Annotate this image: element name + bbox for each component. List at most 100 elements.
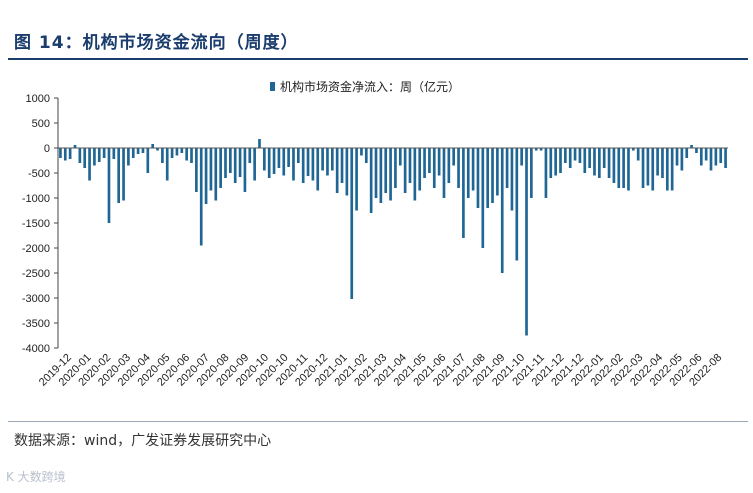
bar xyxy=(282,148,286,176)
bar xyxy=(578,148,582,163)
bar xyxy=(59,148,62,158)
bar xyxy=(452,148,456,166)
bar xyxy=(617,148,621,188)
bar xyxy=(602,148,606,168)
bar xyxy=(491,148,494,203)
bar xyxy=(680,148,684,171)
bar xyxy=(272,148,276,174)
bar xyxy=(258,139,261,148)
bar xyxy=(622,148,625,188)
bar xyxy=(369,148,373,213)
bar xyxy=(248,148,252,163)
figure-title: 图 14：机构市场资金流向（周度） xyxy=(14,33,299,53)
bar xyxy=(219,148,222,188)
bar xyxy=(170,148,174,158)
bar xyxy=(83,148,87,168)
bar xyxy=(209,148,213,191)
bar xyxy=(394,148,397,188)
bar xyxy=(292,148,295,181)
bar xyxy=(554,148,557,176)
bar xyxy=(486,148,490,208)
bar xyxy=(651,148,655,191)
bar xyxy=(267,148,271,178)
y-tick-label: -1500 xyxy=(22,218,50,230)
bar xyxy=(199,148,203,246)
bar xyxy=(311,148,315,181)
bar xyxy=(287,148,290,167)
bar xyxy=(321,148,324,171)
y-tick-label: -2500 xyxy=(22,268,50,280)
bar xyxy=(568,148,572,168)
bar xyxy=(296,148,300,163)
bar xyxy=(224,148,227,178)
bar xyxy=(185,148,188,161)
bar xyxy=(243,148,247,192)
bar xyxy=(685,148,689,158)
bar xyxy=(112,148,116,159)
bar xyxy=(549,148,553,178)
bar xyxy=(627,148,630,191)
bar xyxy=(146,148,150,173)
bar xyxy=(165,148,169,181)
legend-swatch xyxy=(270,82,275,91)
bar xyxy=(675,148,679,166)
bar xyxy=(345,148,349,196)
bar xyxy=(175,148,179,156)
bar xyxy=(534,148,538,151)
bar xyxy=(131,148,135,158)
bar xyxy=(530,148,533,198)
bar xyxy=(670,148,674,191)
bar xyxy=(195,148,198,192)
y-tick-label: 0 xyxy=(44,143,50,155)
bar xyxy=(544,148,548,198)
bar xyxy=(641,148,645,188)
bar xyxy=(695,148,698,153)
bar xyxy=(588,148,591,168)
bar xyxy=(180,148,184,153)
bar xyxy=(631,148,635,151)
bar xyxy=(442,148,446,198)
bar xyxy=(476,148,480,208)
bar xyxy=(437,148,441,176)
y-tick-label: -2000 xyxy=(22,243,50,255)
bar xyxy=(335,148,339,193)
bar xyxy=(665,148,669,191)
bar xyxy=(156,148,159,151)
bar xyxy=(253,148,256,181)
source-divider xyxy=(8,421,748,422)
bar xyxy=(699,148,703,166)
bar xyxy=(93,148,96,166)
bar xyxy=(510,148,514,211)
bar xyxy=(496,148,499,196)
bar xyxy=(505,148,509,188)
bar xyxy=(466,148,470,198)
bar xyxy=(709,148,713,171)
legend-label: 机构市场资金净流入：周（亿元） xyxy=(280,79,460,94)
bar xyxy=(360,148,363,156)
bar xyxy=(316,148,320,191)
bar xyxy=(539,148,543,151)
bar xyxy=(117,148,121,203)
bar xyxy=(151,144,155,148)
bar xyxy=(471,148,475,191)
bar xyxy=(122,148,125,201)
bar xyxy=(63,148,67,161)
bar xyxy=(379,148,383,203)
bar xyxy=(583,148,587,173)
bar xyxy=(432,148,436,188)
bar xyxy=(515,148,519,261)
bar xyxy=(263,148,266,171)
watermark: K 大数跨境 xyxy=(6,470,66,484)
bar xyxy=(326,148,329,176)
title-divider xyxy=(8,58,748,60)
bar xyxy=(636,148,640,161)
bar xyxy=(364,148,368,163)
bar xyxy=(384,148,388,193)
bar xyxy=(398,148,402,166)
bar xyxy=(704,148,708,161)
bar xyxy=(340,148,344,183)
bar xyxy=(78,148,82,163)
bar xyxy=(88,148,91,181)
bar xyxy=(330,148,334,171)
